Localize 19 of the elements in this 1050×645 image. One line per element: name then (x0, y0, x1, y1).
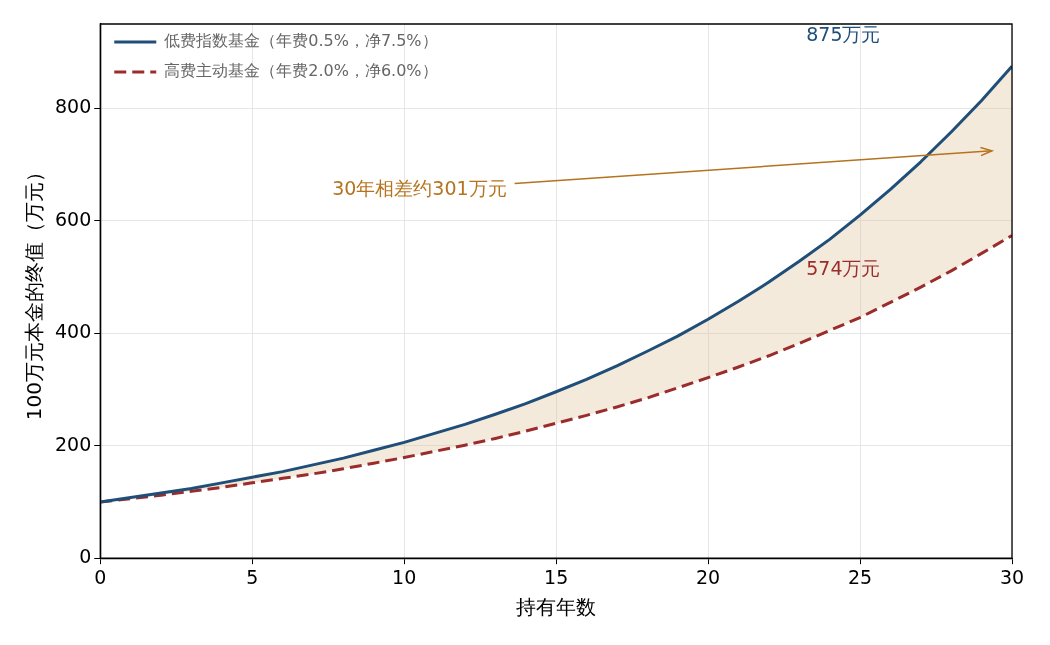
y-tick-label: 800 (55, 95, 92, 118)
x-tick-label: 25 (847, 565, 873, 588)
annotation: 875万元 (806, 23, 881, 46)
y-tick-label: 400 (55, 320, 92, 343)
legend-label: 高费主动基金（年费2.0%，净6.0%） (164, 61, 438, 81)
annotation: 30年相差约301万元 (332, 176, 507, 199)
x-tick-label: 20 (695, 565, 721, 588)
x-tick-label: 15 (544, 565, 569, 588)
x-tick-label: 10 (392, 565, 417, 588)
x-tick-label: 0 (94, 565, 107, 588)
y-axis-title: 100万元本金的终值（万元） (22, 162, 47, 421)
legend-label: 低费指数基金（年费0.5%，净7.5%） (164, 31, 438, 51)
annotation: 574万元 (806, 256, 881, 279)
x-axis-title: 持有年数 (516, 595, 597, 620)
x-tick-label: 30 (999, 565, 1025, 588)
y-tick-label: 0 (79, 545, 92, 568)
y-tick-label: 600 (55, 207, 92, 230)
x-tick-label: 5 (246, 565, 259, 588)
y-tick-label: 200 (55, 432, 92, 455)
